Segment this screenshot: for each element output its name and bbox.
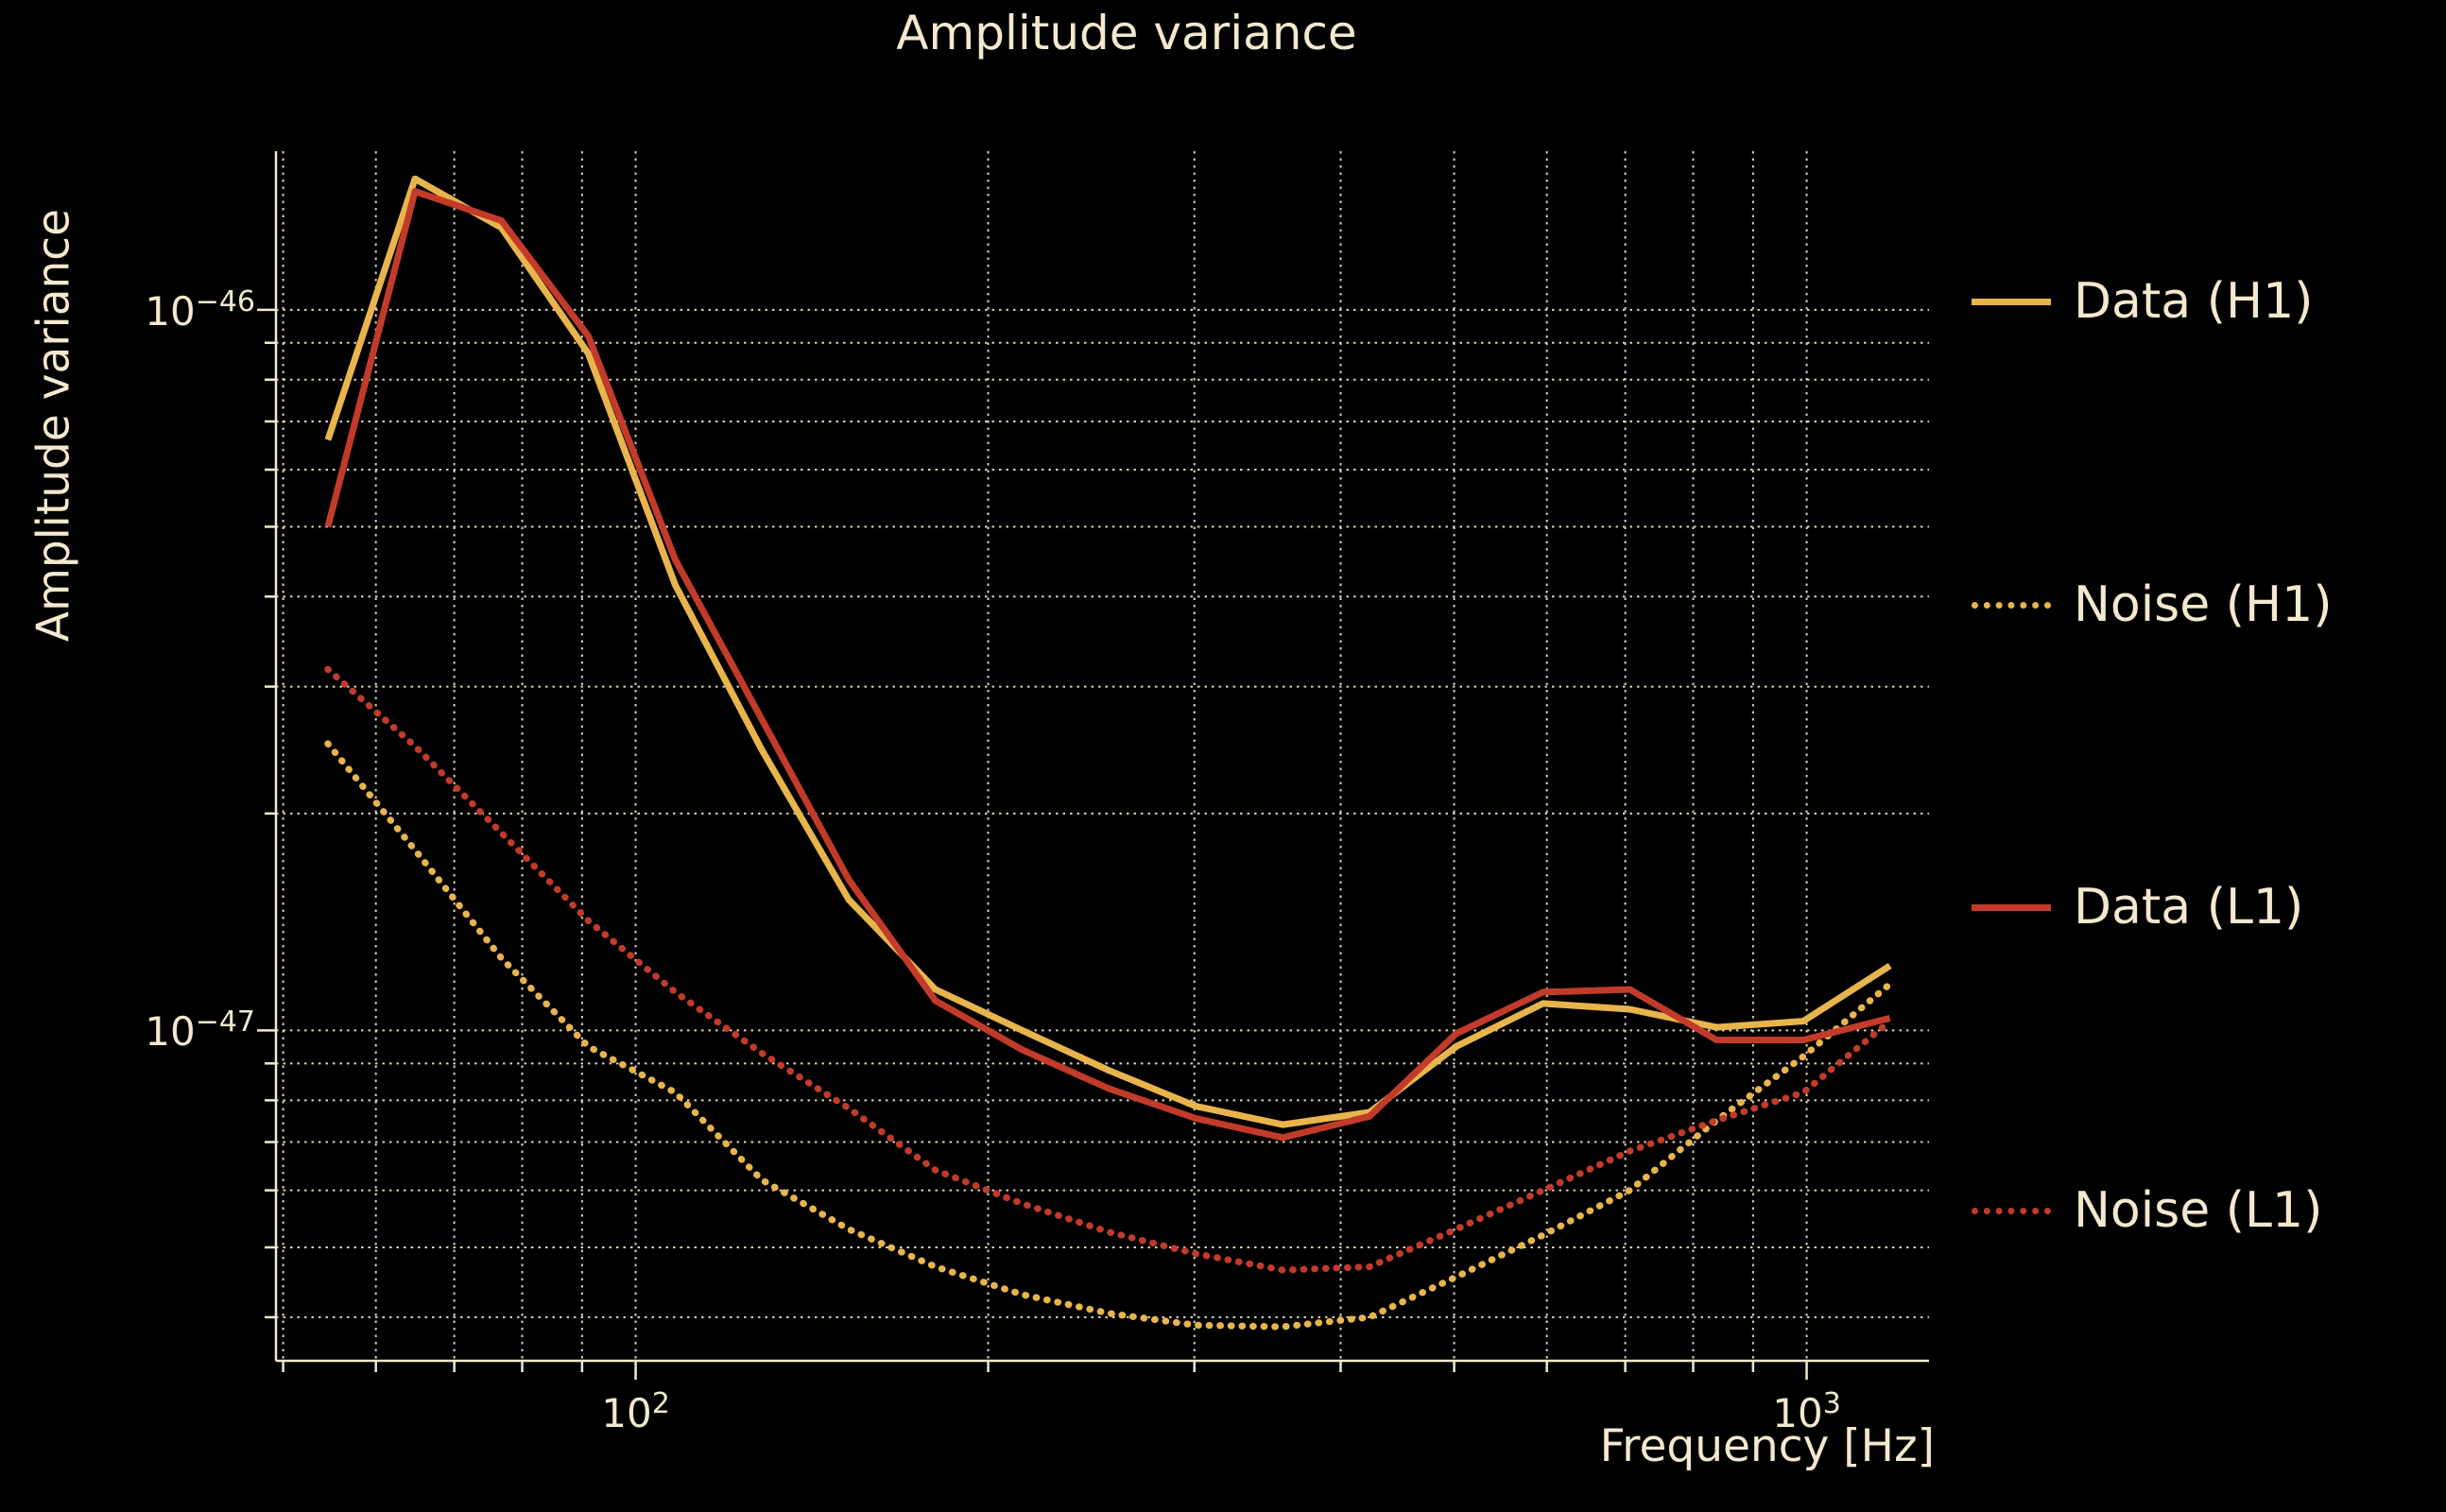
legend-item-noise-h1-: Noise (H1) — [1972, 576, 2333, 633]
x-axis-label: Frequency [Hz] — [1599, 1420, 1935, 1472]
x-tick-label: 103 — [1772, 1387, 1841, 1436]
legend-item-noise-l1-: Noise (L1) — [1972, 1182, 2322, 1239]
legend-label: Noise (L1) — [2074, 1182, 2323, 1239]
legend-line-sample — [1972, 298, 2051, 305]
legend-line-sample — [1972, 601, 2051, 609]
legend-line-sample — [1972, 1207, 2051, 1214]
legend-label: Data (H1) — [2074, 273, 2314, 330]
legend-item-data-h1-: Data (H1) — [1972, 273, 2313, 330]
series-noise-l1- — [324, 665, 1894, 1274]
y-axis-label: Amplitude variance — [27, 208, 80, 643]
legend-label: Noise (H1) — [2074, 576, 2333, 633]
legend-item-data-l1-: Data (L1) — [1972, 879, 2303, 936]
y-tick-label: 10−47 — [145, 1005, 255, 1056]
legend-label: Data (L1) — [2074, 879, 2304, 936]
series-data-h1- — [324, 175, 1892, 1128]
x-tick-label: 102 — [601, 1387, 670, 1436]
series-noise-h1- — [324, 740, 1894, 1331]
legend-line-sample — [1972, 903, 2051, 911]
chart-title: Amplitude variance — [896, 6, 1357, 60]
series-data-l1- — [324, 188, 1891, 1142]
y-tick-label: 10−46 — [145, 284, 255, 335]
